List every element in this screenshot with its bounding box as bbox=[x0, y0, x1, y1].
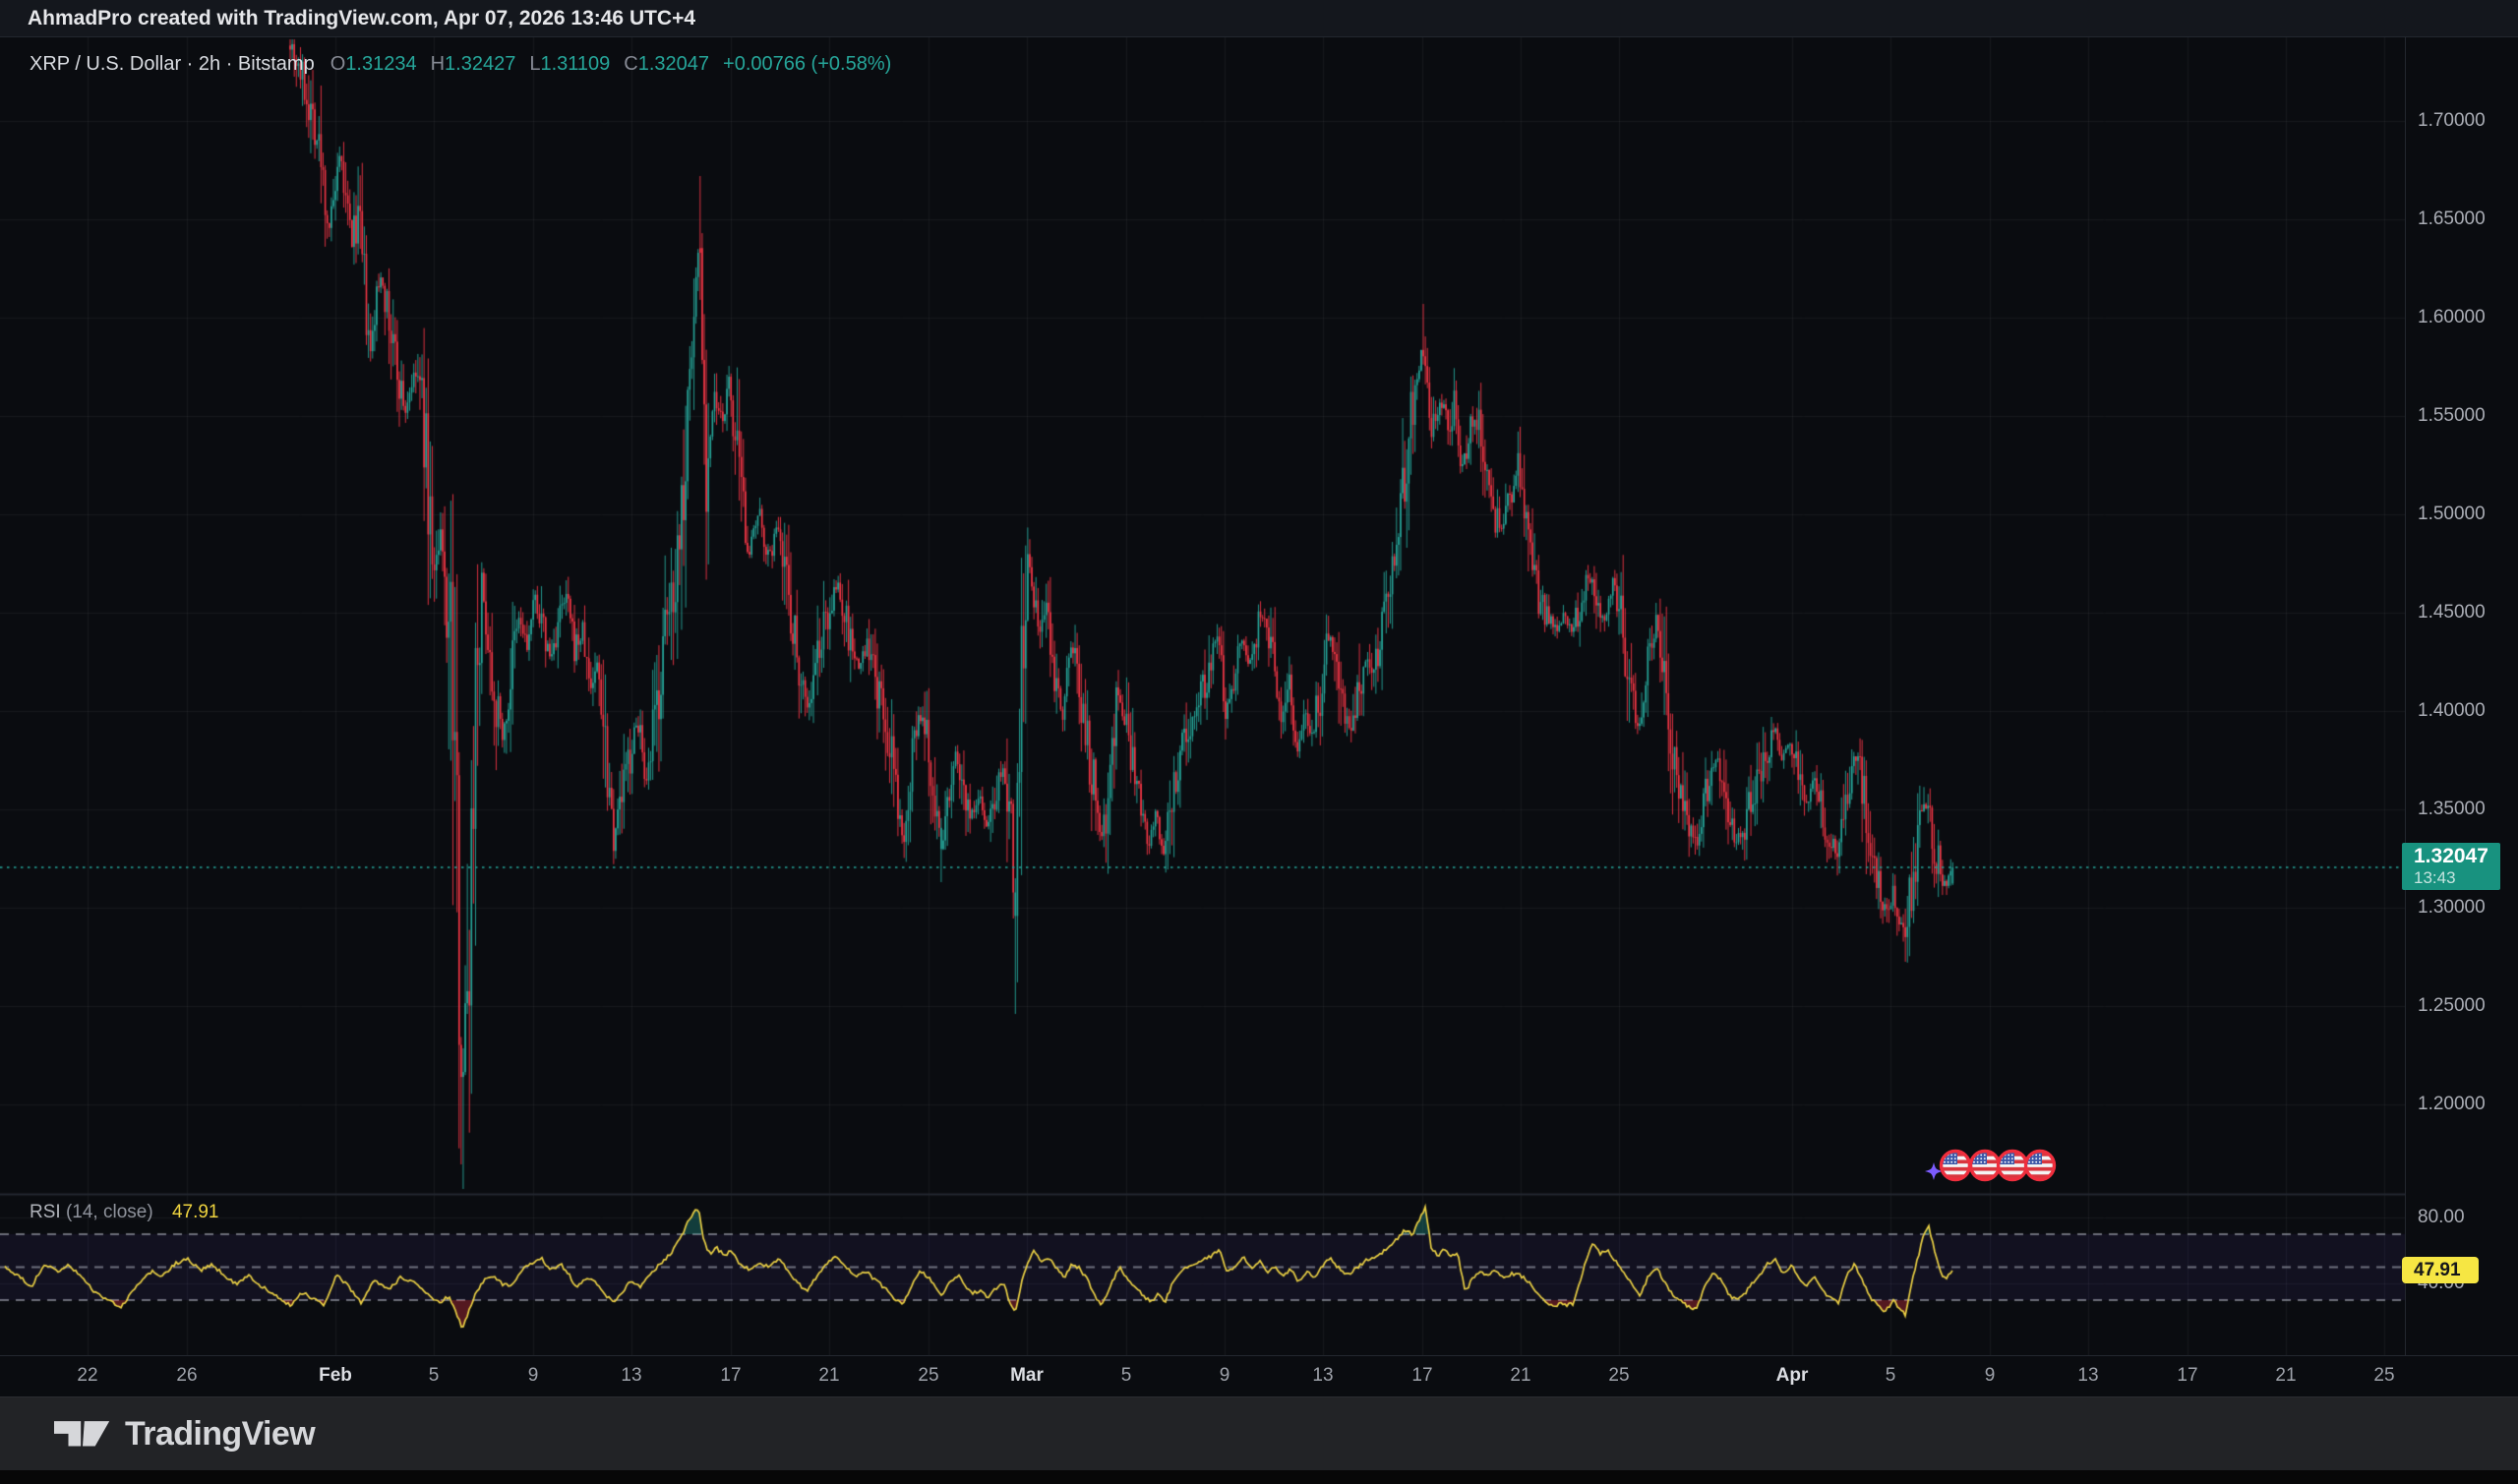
last-price-badge: 1.32047 13:43 bbox=[2402, 843, 2500, 891]
time-axis-label: 13 bbox=[621, 1365, 642, 1386]
price-axis-label: 1.65000 bbox=[2418, 208, 2486, 229]
price-axis-label: 1.70000 bbox=[2418, 110, 2486, 131]
time-axis-label: 25 bbox=[918, 1365, 939, 1386]
bottom-strip bbox=[0, 1470, 2518, 1484]
bar-countdown: 13:43 bbox=[2414, 868, 2456, 888]
rsi-value-badge: 47.91 bbox=[2402, 1257, 2479, 1283]
time-axis-label: 21 bbox=[1510, 1365, 1531, 1386]
price-axis-label: 1.20000 bbox=[2418, 1094, 2486, 1114]
brand-text[interactable]: TradingView bbox=[125, 1414, 316, 1453]
price-axis-label: 1.45000 bbox=[2418, 602, 2486, 623]
rsi-legend: RSI (14, close) 47.91 bbox=[30, 1202, 219, 1223]
rsi-params: (14, close) bbox=[65, 1202, 153, 1222]
price-axis-label: 1.35000 bbox=[2418, 799, 2486, 819]
change-readout: +0.00766 (+0.58%) bbox=[723, 53, 892, 75]
time-axis-label: 5 bbox=[428, 1365, 440, 1386]
economic-event-markers[interactable] bbox=[1918, 1141, 2075, 1195]
price-axis-label: 1.25000 bbox=[2418, 995, 2486, 1016]
price-axis-label: 1.30000 bbox=[2418, 897, 2486, 918]
time-axis-label: 9 bbox=[1984, 1365, 1996, 1386]
attribution-text: AhmadPro created with TradingView.com, A… bbox=[28, 6, 696, 30]
ohlc-high: H1.32427 bbox=[430, 53, 516, 75]
us-flag-icon bbox=[2000, 1153, 2025, 1178]
price-chart-canvas[interactable] bbox=[0, 37, 2405, 1355]
rsi-title[interactable]: RSI bbox=[30, 1202, 61, 1222]
time-axis-label: 25 bbox=[2373, 1365, 2395, 1386]
time-axis-label: 21 bbox=[2275, 1365, 2297, 1386]
rsi-axis-label: 80.00 bbox=[2418, 1207, 2465, 1228]
attribution-bar: AhmadPro created with TradingView.com, A… bbox=[0, 0, 2518, 37]
ohlc-close: C1.32047 bbox=[624, 53, 710, 75]
rsi-value: 47.91 bbox=[171, 1202, 219, 1222]
sparkle-icon bbox=[1925, 1162, 1943, 1180]
symbol-title[interactable]: XRP / U.S. Dollar · 2h · Bitstamp bbox=[30, 53, 315, 75]
time-axis-label: 9 bbox=[1219, 1365, 1230, 1386]
time-axis-label: 17 bbox=[720, 1365, 742, 1386]
footer-bar: TradingView bbox=[0, 1396, 2518, 1470]
time-axis-label: 17 bbox=[1411, 1365, 1433, 1386]
price-axis-label: 1.60000 bbox=[2418, 307, 2486, 327]
time-axis-label: Apr bbox=[1775, 1365, 1809, 1386]
time-axis-label: 22 bbox=[77, 1365, 98, 1386]
time-axis-label: 25 bbox=[1608, 1365, 1630, 1386]
time-axis-label: 9 bbox=[527, 1365, 539, 1386]
tradingview-logo-icon[interactable] bbox=[54, 1412, 111, 1456]
ohlc-readout: O1.31234 H1.32427 L1.31109 C1.32047 +0.0… bbox=[330, 53, 892, 76]
time-axis-label: 13 bbox=[1312, 1365, 1334, 1386]
price-axis[interactable]: 1.70000 1.65000 1.60000 1.55000 1.50000 1.450… bbox=[2402, 37, 2518, 1355]
time-axis-label: Mar bbox=[1010, 1365, 1044, 1386]
price-axis-label: 1.50000 bbox=[2418, 504, 2486, 524]
time-axis-label: 21 bbox=[818, 1365, 840, 1386]
price-axis-label: 1.40000 bbox=[2418, 700, 2486, 721]
time-axis-label: 5 bbox=[1885, 1365, 1896, 1386]
ohlc-low: L1.31109 bbox=[529, 53, 611, 75]
symbol-legend: XRP / U.S. Dollar · 2h · Bitstamp O1.312… bbox=[30, 53, 891, 76]
time-axis-label: 26 bbox=[176, 1365, 198, 1386]
time-axis[interactable]: 22 26 Feb 5 9 13 17 21 25 Mar 5 9 13 17 21 25 Apr 5 9 13 17 2… bbox=[0, 1355, 2518, 1397]
price-axis-label: 1.55000 bbox=[2418, 405, 2486, 426]
chart-area: XRP / U.S. Dollar · 2h · Bitstamp O1.312… bbox=[0, 37, 2518, 1355]
time-axis-label: 13 bbox=[2077, 1365, 2099, 1386]
time-axis-label: 5 bbox=[1120, 1365, 1132, 1386]
last-price-value: 1.32047 bbox=[2414, 845, 2488, 868]
time-axis-label: 17 bbox=[2177, 1365, 2198, 1386]
time-axis-label: Feb bbox=[319, 1365, 352, 1386]
ohlc-open: O1.31234 bbox=[330, 53, 417, 75]
